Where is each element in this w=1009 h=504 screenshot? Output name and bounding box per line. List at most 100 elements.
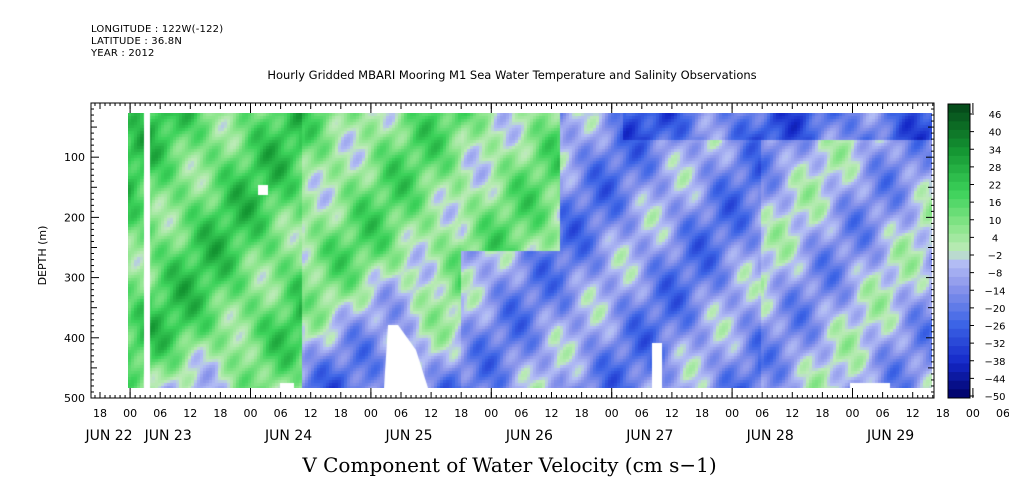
x-hour-label: 12 — [785, 407, 799, 420]
colorbar-segment — [948, 302, 970, 313]
colorbar-segment — [948, 320, 970, 330]
colorbar-segment — [948, 259, 970, 269]
colorbar-segment — [948, 242, 970, 252]
x-day-label: JUN 27 — [625, 428, 673, 444]
x-hour-label: 18 — [815, 407, 829, 420]
colorbar-segment — [948, 181, 970, 191]
x-hour-label: 12 — [183, 407, 197, 420]
plot-frame — [90, 102, 935, 399]
colorbar-segment — [948, 199, 970, 209]
colorbar-segment — [948, 346, 970, 356]
x-hour-label: 18 — [695, 407, 709, 420]
colorbar-label: −14 — [984, 286, 1005, 297]
x-hour-label: 12 — [665, 407, 679, 420]
x-hour-label: 00 — [725, 407, 739, 420]
colorbar-segment — [948, 285, 970, 295]
colorbar-label: 34 — [989, 145, 1002, 156]
colorbar-label: 4 — [992, 233, 998, 244]
colorbar-label: −32 — [984, 339, 1005, 350]
colorbar-segment — [948, 363, 970, 373]
x-hour-label: 06 — [153, 407, 167, 420]
colorbar-segment — [948, 354, 970, 364]
colorbar-label: −8 — [988, 269, 1003, 280]
x-hour-label: 18 — [575, 407, 589, 420]
colorbar-label: −38 — [984, 357, 1005, 368]
colorbar-segment — [948, 251, 970, 261]
colorbar-segment — [948, 276, 970, 287]
y-tick-label: 400 — [64, 332, 85, 345]
colorbar-segment — [948, 104, 970, 114]
colorbar-label: 40 — [989, 128, 1002, 139]
colorbar-segment — [948, 328, 970, 338]
x-day-label: JUN 23 — [144, 428, 192, 444]
colorbar-label: 22 — [989, 181, 1002, 192]
x-hour-label: 00 — [966, 407, 980, 420]
colorbar-segment — [948, 389, 970, 399]
axes: 18 00 06 12 18 00 06 12 18 00 06 12 18 00 06 12 18 00 06 12… — [36, 102, 1009, 444]
colorbar-label: −44 — [984, 374, 1005, 385]
x-hour-label: 18 — [93, 407, 107, 420]
x-hour-label: 00 — [364, 407, 378, 420]
colorbar-segment — [948, 311, 970, 321]
x-hour-label: 12 — [545, 407, 559, 420]
plot-area — [128, 113, 932, 388]
x-hour-label: 06 — [514, 407, 528, 420]
x-hour-label: 12 — [304, 407, 318, 420]
colorbar-segment — [948, 216, 970, 226]
colorbar-segment — [948, 225, 970, 235]
x-hour-label: 06 — [755, 407, 769, 420]
x-hour-label: 12 — [906, 407, 920, 420]
y-axis-label: DEPTH (m) — [36, 226, 49, 286]
colorbar-segment — [948, 268, 970, 278]
y-tick-label: 300 — [64, 272, 85, 285]
x-hour-label: 06 — [635, 407, 649, 420]
velocity-field — [128, 113, 932, 388]
x-hour-label: 00 — [484, 407, 498, 420]
colorbar-segment — [948, 233, 970, 243]
colorbar-segment — [948, 294, 970, 304]
colorbar-segment — [948, 112, 970, 122]
colorbar-label: 16 — [989, 198, 1002, 209]
x-hour-label: 06 — [996, 407, 1009, 420]
colorbar-segment — [948, 190, 970, 200]
colorbar-segment — [948, 372, 970, 382]
x-day-label: JUN 25 — [384, 428, 432, 444]
colorbar-label: 10 — [989, 216, 1002, 227]
colorbar-label: −20 — [984, 304, 1005, 315]
x-hour-label: 18 — [213, 407, 227, 420]
x-hour-label: 18 — [936, 407, 950, 420]
x-hour-label: 18 — [334, 407, 348, 420]
colorbar-segment — [948, 147, 970, 157]
longitude-label: LONGITUDE : 122W(-122) — [91, 24, 224, 35]
colorbar-segment — [948, 155, 970, 166]
x-hour-label: 00 — [123, 407, 137, 420]
colorbar-segment — [948, 138, 970, 148]
x-hour-label: 00 — [244, 407, 258, 420]
y-tick-label: 500 — [64, 392, 85, 405]
colorbar: 46 40 34 28 22 16 10 4 −2 −8 −14 −20 −26 −32 −38 −44 −50 — [947, 103, 1006, 403]
x-hour-label: 12 — [424, 407, 438, 420]
x-day-label: JUN 22 — [84, 428, 132, 444]
colorbar-segment — [948, 129, 970, 140]
y-tick-label: 200 — [64, 211, 85, 224]
x-hour-label: 06 — [876, 407, 890, 420]
colorbar-label: 46 — [989, 110, 1002, 121]
colorbar-label: −26 — [984, 322, 1005, 333]
x-day-label: JUN 26 — [505, 428, 553, 444]
colorbar-label: −2 — [988, 251, 1003, 262]
colorbar-segment — [948, 207, 970, 217]
colorbar-segment — [948, 164, 970, 174]
colorbar-label: 28 — [989, 163, 1002, 174]
x-hour-label: 06 — [394, 407, 408, 420]
colorbar-segment — [948, 173, 970, 183]
x-day-label: JUN 24 — [264, 428, 312, 444]
x-day-label: JUN 29 — [866, 428, 914, 444]
colorbar-segment — [948, 380, 970, 390]
chart-title: Hourly Gridded MBARI Mooring M1 Sea Wate… — [267, 68, 757, 82]
latitude-label: LATITUDE : 36.8N — [91, 36, 183, 47]
x-hour-label: 00 — [846, 407, 860, 420]
x-hour-label: 00 — [605, 407, 619, 420]
colorbar-segment — [948, 337, 970, 347]
x-hour-label: 06 — [274, 407, 288, 420]
